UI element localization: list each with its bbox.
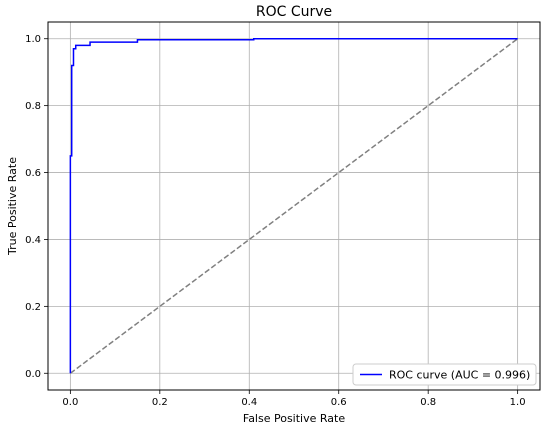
roc-curve-line	[69, 37, 518, 374]
y-axis-label: True Positive Rate	[6, 157, 19, 256]
y-tick-label: 0.6	[25, 168, 41, 179]
chance-diagonal-line	[69, 38, 519, 374]
legend-box	[352, 363, 537, 386]
x-tick-label: 0.2	[152, 397, 168, 408]
grid	[48, 22, 540, 390]
x-tick-label: 0.0	[62, 397, 78, 408]
x-axis-label: False Positive Rate	[243, 412, 345, 425]
chart-title: ROC Curve	[256, 4, 332, 20]
y-tick-label: 0.0	[25, 369, 41, 380]
series-layer	[69, 37, 519, 374]
x-tick-label: 0.8	[420, 397, 436, 408]
y-tick-label: 1.0	[25, 34, 41, 45]
plot-frame	[47, 21, 541, 391]
y-tick-label: 0.8	[25, 101, 41, 112]
x-tick-label: 1.0	[510, 397, 526, 408]
legend-label: ROC curve (AUC = 0.996)	[389, 369, 530, 382]
y-tick-label: 0.4	[25, 235, 41, 246]
legend: ROC curve (AUC = 0.996)	[352, 363, 537, 386]
ticks: 0.0 0.2 0.4 0.6 0.8 1.0 0.0 0.2 0.4 0.6 0.8 1.0	[25, 34, 525, 408]
y-tick-label: 0.2	[25, 302, 41, 313]
x-tick-label: 0.6	[331, 397, 347, 408]
x-tick-label: 0.4	[241, 397, 257, 408]
